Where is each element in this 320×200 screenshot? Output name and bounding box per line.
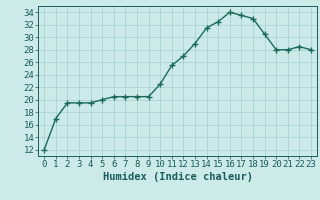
X-axis label: Humidex (Indice chaleur): Humidex (Indice chaleur) (103, 172, 252, 182)
